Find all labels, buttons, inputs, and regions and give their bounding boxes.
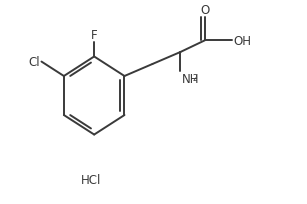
Text: O: O	[200, 4, 209, 17]
Text: 2: 2	[193, 74, 198, 83]
Text: Cl: Cl	[28, 56, 40, 69]
Text: OH: OH	[233, 35, 251, 48]
Text: F: F	[91, 29, 98, 42]
Text: HCl: HCl	[81, 173, 101, 186]
Text: NH: NH	[182, 73, 200, 85]
